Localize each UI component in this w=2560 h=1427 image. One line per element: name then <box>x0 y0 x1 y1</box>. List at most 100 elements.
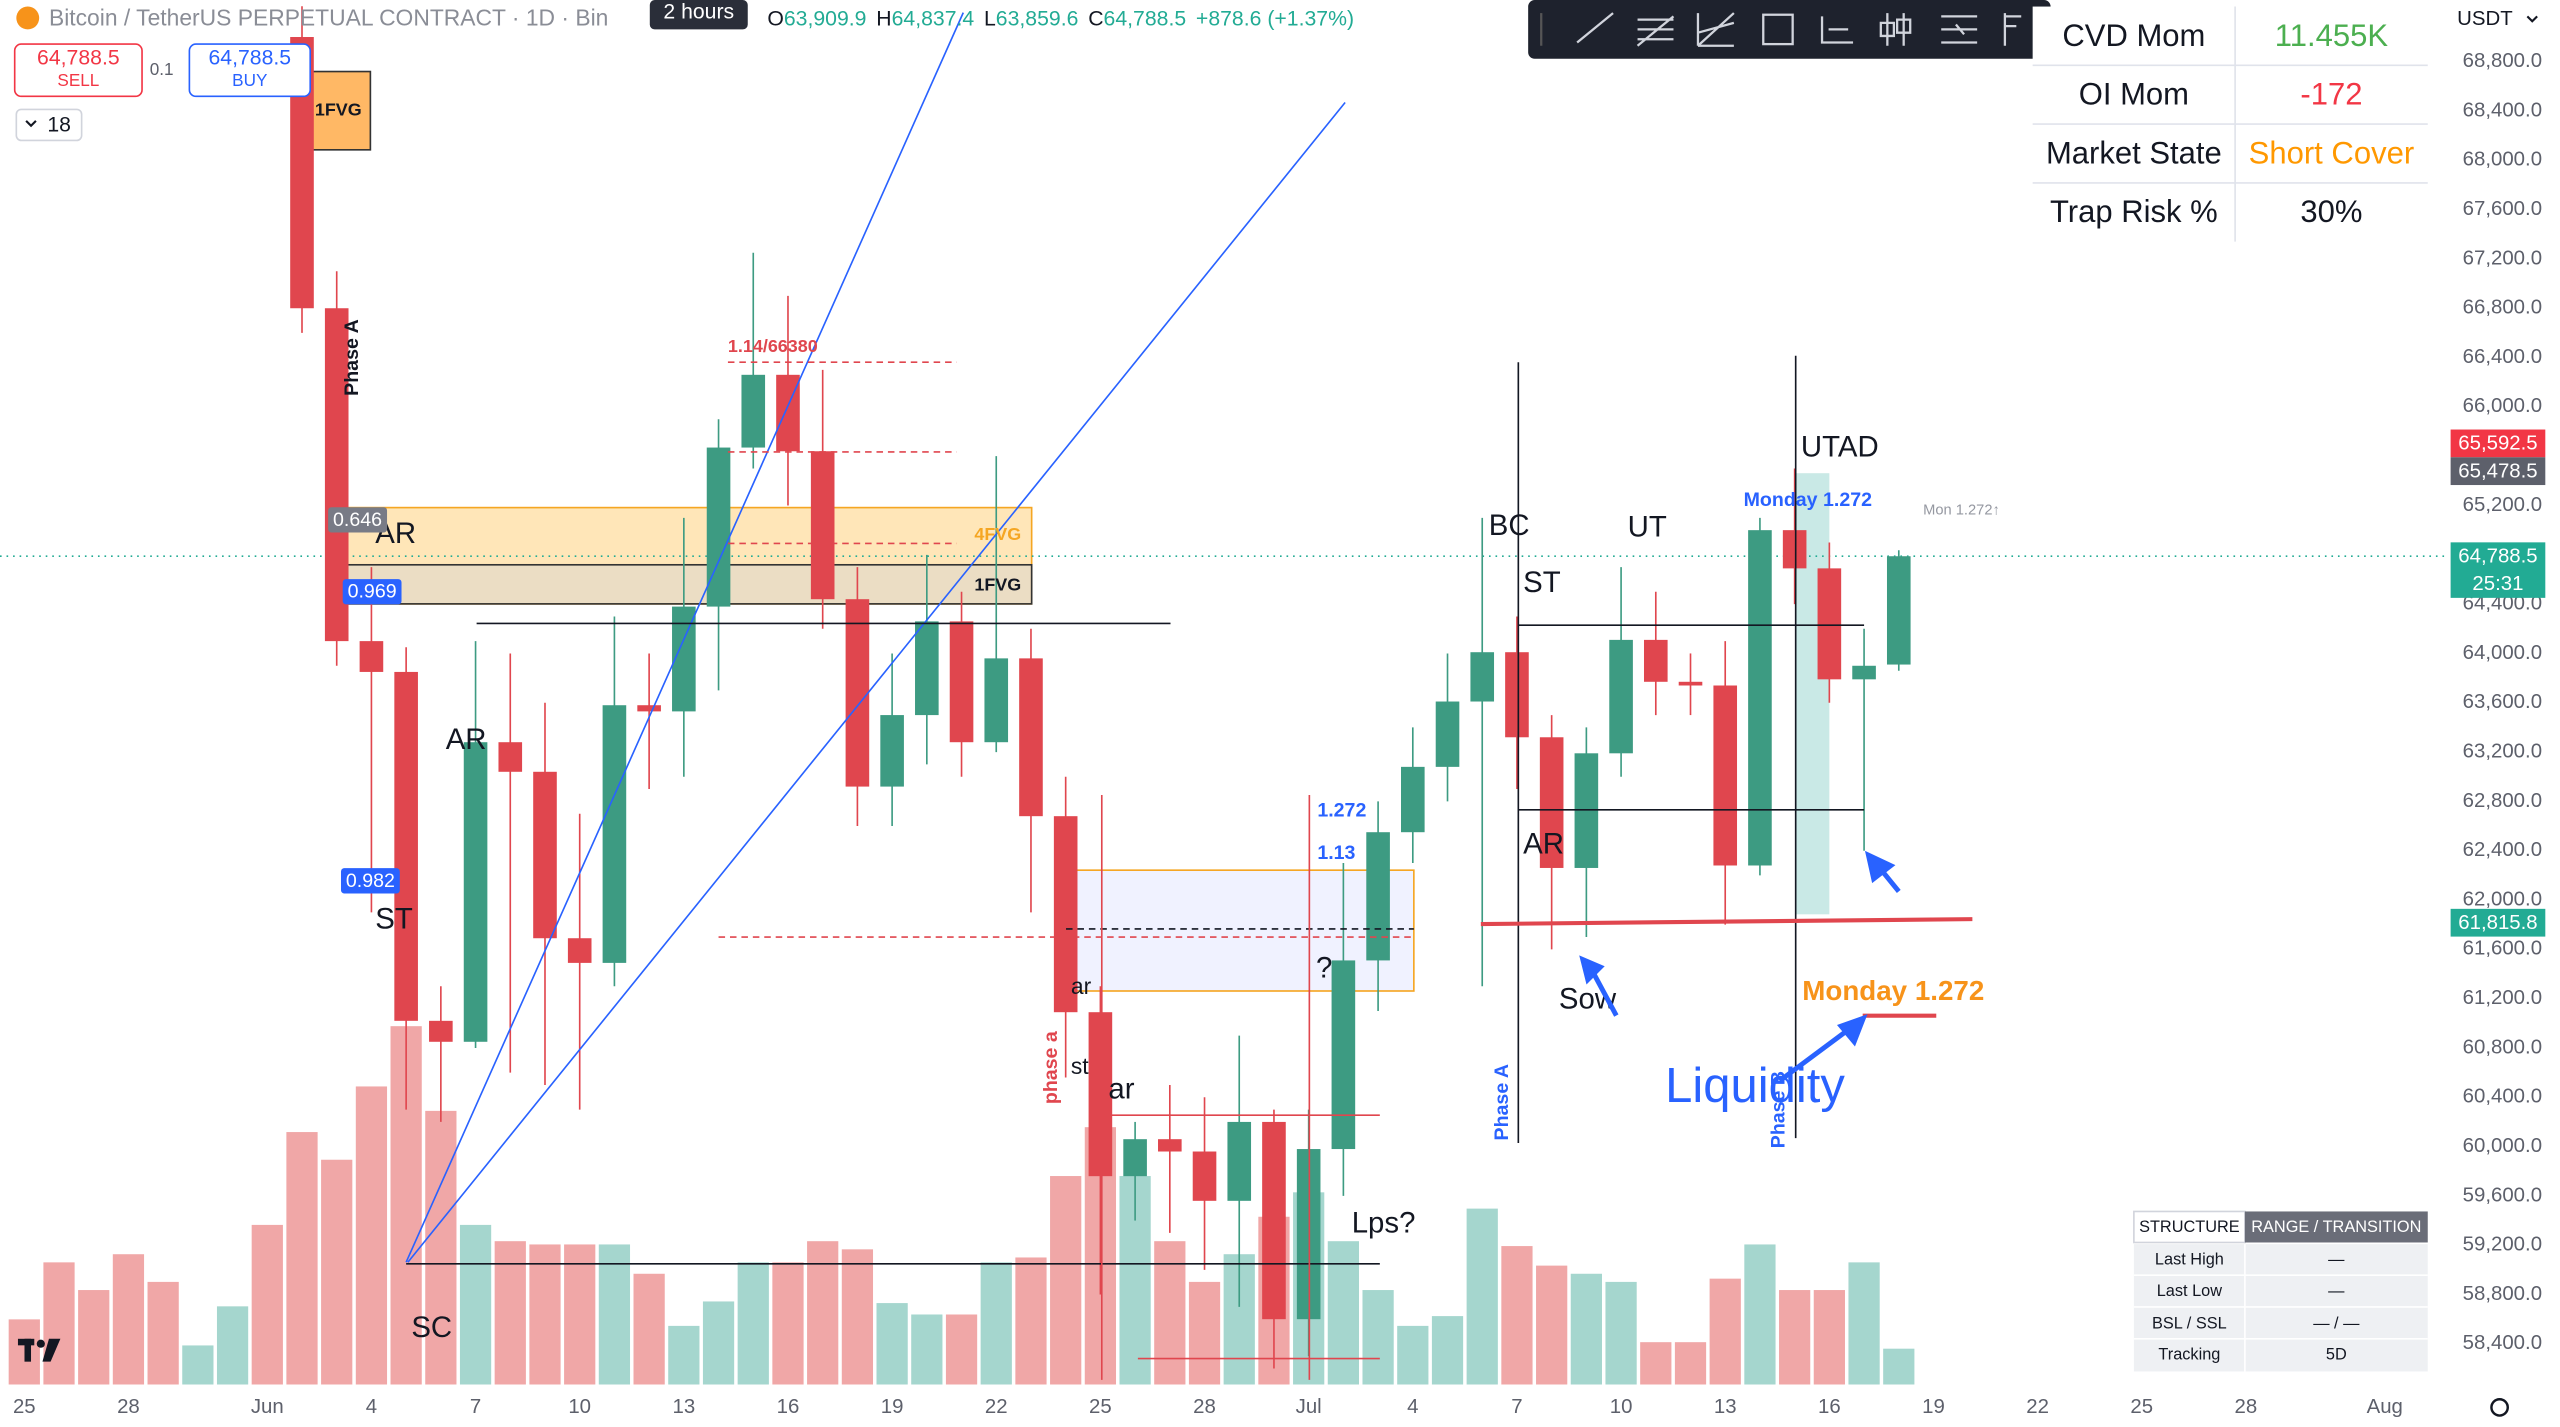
candle-body <box>1782 530 1807 569</box>
candle-body <box>567 938 592 963</box>
y-tick-label: 68,800.0 <box>2463 50 2542 72</box>
structure-table: STRUCTURE RANGE / TRANSITION Last High —… <box>2133 1210 2428 1372</box>
y-tick-label: 60,000.0 <box>2463 1135 2542 1157</box>
ohlc-value: 63,909.9 <box>784 7 867 30</box>
tool-icon[interactable] <box>2003 13 2036 46</box>
toolbar <box>1528 0 2051 59</box>
stats-table: CVD Mom 11.455K OI Mom -172 Market State… <box>2032 6 2428 242</box>
zone-box <box>336 563 1033 605</box>
annotation: ST <box>1523 566 1561 599</box>
countdown: 25:31 <box>2472 573 2523 595</box>
annotation: UTAD <box>1801 431 1879 464</box>
annotation: ST <box>375 903 413 936</box>
trend-line <box>407 101 1346 1263</box>
candle-body <box>1852 665 1876 680</box>
candle-body <box>845 599 870 787</box>
annotation: 4FVG <box>974 524 1021 544</box>
annotation: 0.982 <box>346 870 395 892</box>
y-tick-label: 66,400.0 <box>2463 346 2542 368</box>
x-tick-label: 16 <box>1818 1396 1841 1418</box>
annotation: 1.14/66380 <box>728 336 818 356</box>
arrows <box>1579 850 1901 1083</box>
annotation-tag <box>340 868 400 894</box>
x-tick-label: 25 <box>13 1396 36 1418</box>
structure-value: 5D <box>2326 1345 2347 1363</box>
volume-bar <box>772 1262 804 1385</box>
y-tick-label: 61,600.0 <box>2463 938 2542 960</box>
volume-bar <box>564 1244 596 1385</box>
annotation: 0.969 <box>348 581 397 603</box>
volume-bar <box>702 1301 735 1385</box>
y-tick-label: 58,400.0 <box>2463 1332 2542 1354</box>
volume-bar <box>1536 1265 1568 1385</box>
y-tick-label: 63,600.0 <box>2463 691 2542 713</box>
y-tick-label: 60,400.0 <box>2463 1086 2542 1108</box>
candle-body <box>1019 658 1043 817</box>
tool-icon[interactable] <box>1879 13 1912 46</box>
buy-price: 64,788.5 <box>208 46 291 69</box>
candle-body <box>915 621 939 716</box>
candle-body <box>1505 652 1529 738</box>
ohlc-label: O <box>767 7 784 30</box>
volume-bar <box>1640 1342 1672 1385</box>
candle-body <box>1748 530 1772 866</box>
y-tick-label: 67,600.0 <box>2463 198 2542 220</box>
annotation: SC <box>411 1311 452 1344</box>
toolbar-bg <box>1528 0 2051 59</box>
y-tick-label: 60,800.0 <box>2463 1036 2542 1058</box>
volume-bar <box>598 1244 631 1385</box>
volume-bar <box>876 1303 908 1385</box>
volume-bar <box>1431 1316 1464 1385</box>
interval: 18 <box>47 113 71 136</box>
volume-bar <box>633 1273 665 1385</box>
candle-body <box>637 705 661 712</box>
volume-bar <box>216 1306 249 1385</box>
annotation: UT <box>1628 511 1667 544</box>
volume-bar <box>737 1262 769 1385</box>
candle-body <box>1158 1139 1182 1152</box>
volume-bar <box>1362 1290 1394 1385</box>
candle-body <box>1609 639 1633 754</box>
sell-button[interactable] <box>13 43 143 98</box>
structure-value: — <box>2328 1282 2345 1300</box>
arrow <box>1778 1026 1852 1083</box>
annotation: ar <box>1108 1072 1134 1105</box>
x-tick-label: 19 <box>1922 1396 1945 1418</box>
x-tick-label: 4 <box>366 1396 377 1418</box>
ohlc-change: +878.6 (+1.37%) <box>1196 7 1354 30</box>
y-tick-label: 59,200.0 <box>2463 1234 2542 1256</box>
arrow <box>1591 971 1619 1017</box>
settings-icon[interactable] <box>2490 1397 2509 1417</box>
ohlc-value: 64,837.4 <box>892 7 975 30</box>
x-tick-label: 22 <box>985 1396 1008 1418</box>
annotation: ? <box>1316 952 1332 985</box>
annotation: 1.13 <box>1317 842 1355 864</box>
volume-bar <box>807 1241 839 1385</box>
y-tick-label: 66,800.0 <box>2463 297 2542 319</box>
tooltip: 2 hours <box>663 1 734 24</box>
volume-bar <box>945 1314 978 1385</box>
volume-bar <box>1674 1342 1707 1385</box>
annotation: Phase B <box>1768 1071 1790 1148</box>
structure-body <box>2133 1244 2428 1372</box>
candle-body <box>1817 568 1842 680</box>
x-tick-label: 13 <box>672 1396 695 1418</box>
tool-icon[interactable] <box>1762 13 1794 46</box>
buy-button[interactable] <box>188 43 312 98</box>
stats-value: 11.455K <box>2275 18 2389 53</box>
tool-icon[interactable] <box>1941 15 1978 44</box>
tool-icon[interactable] <box>1576 12 1614 44</box>
candle-body <box>324 308 349 642</box>
x-tick-label: Aug <box>2367 1396 2403 1418</box>
candle-body <box>949 621 974 743</box>
tool-icon[interactable] <box>1636 15 1675 47</box>
interval-box[interactable] <box>15 108 83 142</box>
ohlc-value: 63,859.6 <box>996 7 1079 30</box>
tool-icon[interactable] <box>1696 12 1735 47</box>
tool-icon[interactable] <box>1820 16 1854 44</box>
candle-body <box>1088 1012 1113 1177</box>
candle-body <box>1192 1151 1217 1201</box>
y-tick-label: 59,600.0 <box>2463 1184 2542 1206</box>
candle-body <box>1123 1139 1147 1177</box>
structure-header: RANGE / TRANSITION <box>2251 1218 2421 1236</box>
